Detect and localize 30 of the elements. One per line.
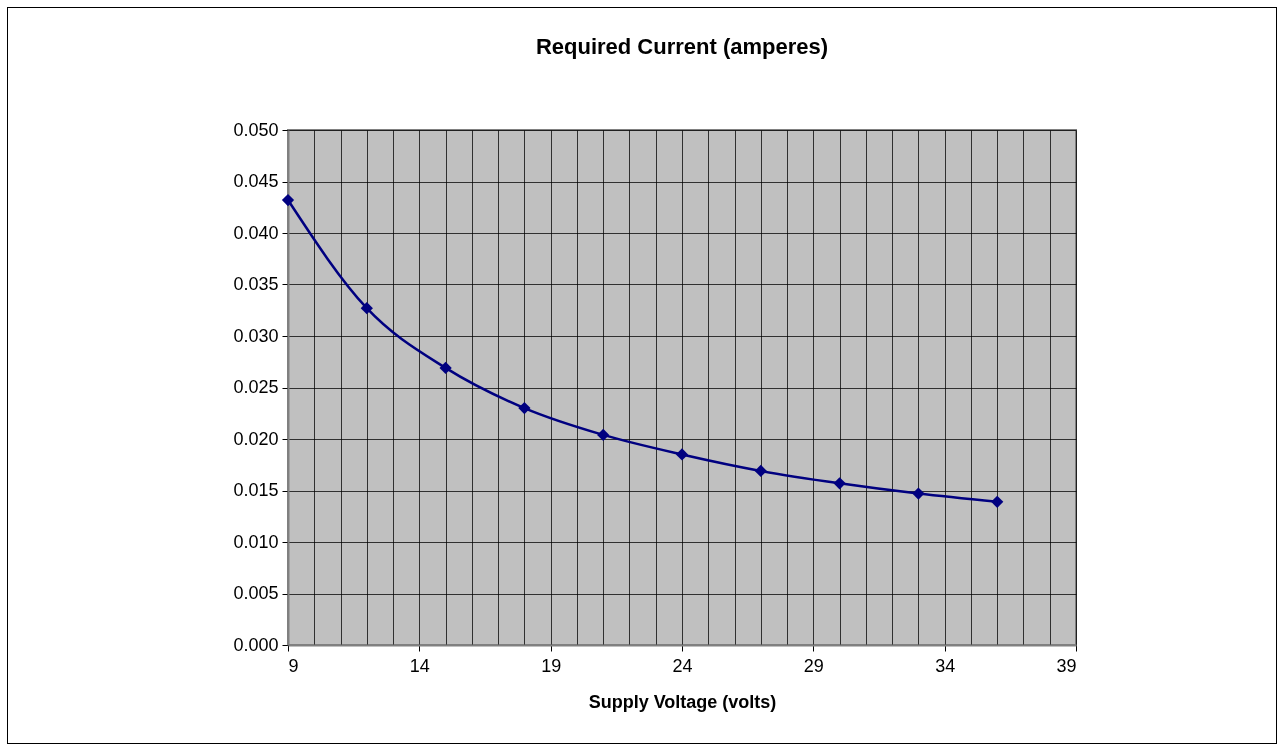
chart-title: Required Current (amperes) (535, 34, 829, 59)
y-tick-label: 0.045 (233, 171, 279, 191)
x-tick-label: 14 (409, 655, 430, 676)
point (281, 193, 295, 207)
x-tick-label: 9 (288, 655, 299, 676)
y-tick-label: 0.050 (233, 119, 279, 140)
y-tick-label: 0.020 (233, 428, 279, 449)
x-tick-label: 19 (541, 655, 562, 676)
point (597, 428, 610, 441)
point (754, 464, 767, 478)
y-tick-label: 0.000 (233, 634, 279, 655)
point (675, 448, 689, 461)
point (912, 487, 925, 500)
point (991, 495, 1004, 508)
point (518, 401, 531, 415)
point (439, 361, 452, 375)
y-tick-label: 0.010 (233, 531, 279, 552)
x-tick-label: 29 (803, 655, 824, 676)
y-tick-label: 0.030 (233, 325, 279, 346)
y-tick-label: 0.040 (233, 222, 279, 243)
y-tick-label: 0.035 (233, 274, 279, 294)
point (833, 477, 846, 490)
x-tick-label: 24 (672, 655, 693, 676)
x-axis-title: Supply Voltage (volts) (588, 691, 777, 712)
y-tick-label: 0.025 (233, 377, 279, 397)
x-tick-label: 34 (935, 655, 956, 676)
y-tick-label: 0.005 (233, 583, 279, 603)
y-tick-label: 0.015 (233, 480, 279, 500)
point (360, 302, 373, 315)
x-tick-label: 39 (1056, 655, 1077, 676)
